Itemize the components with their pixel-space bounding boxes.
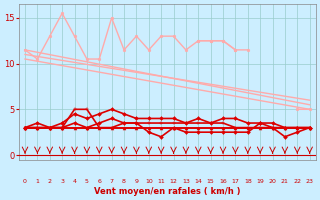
X-axis label: Vent moyen/en rafales ( km/h ): Vent moyen/en rafales ( km/h )	[94, 187, 241, 196]
